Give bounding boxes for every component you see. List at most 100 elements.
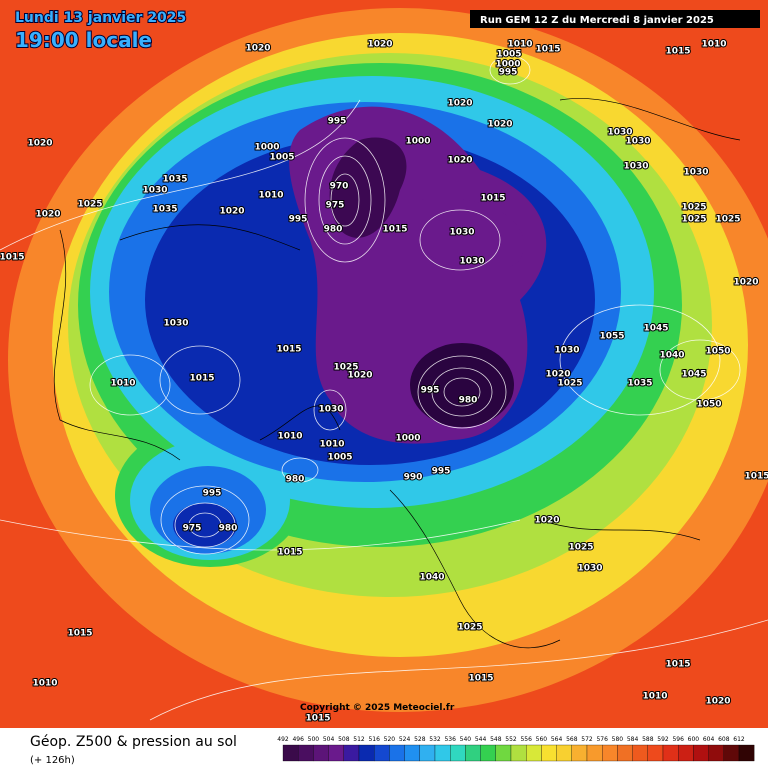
isobar-label: 1025: [333, 363, 358, 373]
isobar-label: 1020: [27, 139, 52, 149]
isobar-label: 1040: [659, 351, 684, 361]
colorbar-label: 596: [672, 736, 684, 743]
colorbar-label: 568: [566, 736, 578, 743]
colorbar-swatch: [586, 744, 603, 762]
colorbar-label: 536: [444, 736, 456, 743]
copyright: Copyright © 2025 Meteociel.fr: [300, 703, 455, 713]
isobar-label: 1015: [277, 548, 302, 558]
isobar-label: 1020: [367, 40, 392, 50]
isobar-label: 1030: [554, 346, 579, 356]
colorbar-swatch: [708, 744, 724, 762]
isobar-label: 1020: [705, 697, 730, 707]
isobar-label: 1025: [77, 200, 102, 210]
isobar-label: 970: [330, 182, 349, 192]
isobar-label: 1005: [496, 50, 521, 60]
colorbar-swatch: [450, 744, 466, 762]
isobar-label: 1020: [487, 120, 512, 130]
isobar-label: 1010: [110, 379, 135, 389]
colorbar-label: 540: [460, 736, 472, 743]
coastlines: [53, 98, 741, 649]
isobar-label: 1025: [681, 203, 706, 213]
map-time: 19:00 locale: [15, 28, 152, 52]
colorbar-swatch: [571, 744, 588, 762]
colorbar-label: 592: [657, 736, 669, 743]
isobar-label: 1020: [219, 207, 244, 217]
isobar-label: 1000: [254, 143, 279, 153]
isobar-label: 975: [326, 201, 345, 211]
colorbar-swatch: [662, 744, 679, 762]
z500-band: [420, 198, 524, 271]
isobar-label: 1015: [480, 194, 505, 204]
isobar-label: 1020: [534, 516, 559, 526]
colorbar-label: 512: [353, 736, 365, 743]
isobar-label: 1030: [577, 564, 602, 574]
colorbar-swatch: [358, 744, 375, 762]
colorbar-label: 524: [399, 736, 411, 743]
colorbar-label: 584: [627, 736, 639, 743]
isobar-label: 995: [421, 386, 440, 396]
colorbar: 492 496 500 504 508 512 516 520 524 528 532 536 540 5…: [277, 736, 755, 762]
footer: Géop. Z500 & pression au sol (+ 126h) 49…: [30, 734, 755, 766]
colorbar-swatch: [510, 744, 527, 762]
isobar-label: 1030: [318, 405, 343, 415]
isobar-label: 1015: [535, 45, 560, 55]
isobar-label: 1030: [449, 228, 474, 238]
colorbar-swatch: [343, 744, 360, 762]
isobar-label: 1040: [419, 573, 444, 583]
isobar-label: 1015: [189, 374, 214, 384]
map: 1020 1020 1010 1015 101510101005100099510201…: [0, 0, 768, 728]
colorbar-label: 588: [642, 736, 654, 743]
isobar-label: 1030: [623, 162, 648, 172]
colorbar-swatch: [647, 744, 664, 762]
footer-title: Géop. Z500 & pression au sol: [30, 734, 237, 750]
isobar-label: 1010: [701, 40, 726, 50]
colorbar-swatch: [298, 744, 314, 762]
colorbar-swatch: [282, 744, 299, 762]
colorbar-swatch: [738, 744, 755, 762]
colorbar-swatch: [419, 744, 436, 762]
isobar-label: 1015: [665, 660, 690, 670]
colorbar-label: 492: [277, 736, 289, 743]
footer-subtitle: (+ 126h): [30, 755, 75, 766]
isobar-label: 1025: [557, 379, 582, 389]
colorbar-swatch: [693, 744, 709, 762]
isobar-label: 1005: [327, 453, 352, 463]
isobar-label: 1015: [468, 674, 493, 684]
isobar-label: 1020: [545, 370, 570, 380]
colorbar-swatch: [434, 744, 451, 762]
isobar-label: 1015: [305, 714, 330, 724]
colorbar-label: 604: [703, 736, 715, 743]
isobars: [0, 55, 768, 721]
z500-band: [410, 343, 514, 427]
isobar-label: 1045: [681, 370, 706, 380]
colorbar-swatch: [328, 744, 344, 762]
colorbar-label: 564: [551, 736, 563, 743]
colorbar-label: 504: [323, 736, 335, 743]
colorbar-label: 576: [596, 736, 608, 743]
isobar-label: 1015: [382, 225, 407, 235]
isobar-label: 995: [289, 215, 308, 225]
isobar-label: 1020: [447, 156, 472, 166]
colorbar-swatch: [632, 744, 648, 762]
isobar-label: 1005: [269, 153, 294, 163]
isobar-label: 1025: [457, 623, 482, 633]
isobar-label: 1025: [715, 215, 740, 225]
isobar-label: 1010: [319, 440, 344, 450]
isobar-label: 1045: [643, 324, 668, 334]
colorbar-label: 560: [536, 736, 548, 743]
colorbar-label: 496: [292, 736, 304, 743]
isobar-label: 1010: [277, 432, 302, 442]
colorbar-label: 532: [429, 736, 441, 743]
isobar-label: 1035: [627, 379, 652, 389]
isobar-labels: 1020 1020 1010 1015 101510101005100099510201…: [0, 39, 768, 725]
colorbar-swatch: [617, 744, 633, 762]
isobar-label: 995: [328, 117, 347, 127]
isobar-label: 975: [183, 524, 202, 534]
colorbar-swatch: [556, 744, 572, 762]
isobar-label: 1030: [683, 168, 708, 178]
colorbar-swatch: [313, 744, 329, 762]
isobar-label: 1050: [705, 347, 730, 357]
isobar-label: 1000: [495, 60, 520, 70]
colorbar-label: 612: [733, 736, 745, 743]
